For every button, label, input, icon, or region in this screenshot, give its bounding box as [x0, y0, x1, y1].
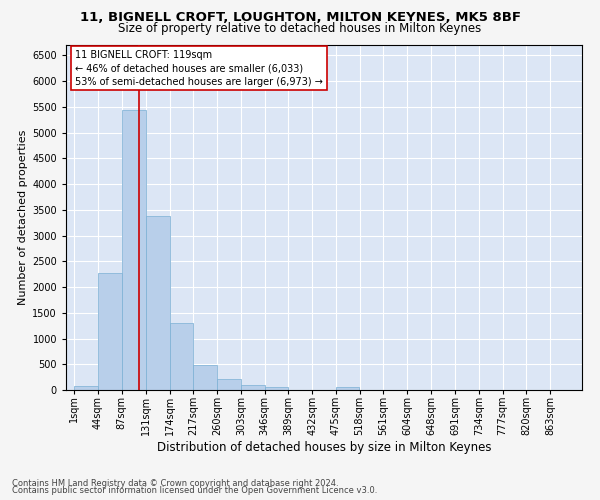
Text: Contains HM Land Registry data © Crown copyright and database right 2024.: Contains HM Land Registry data © Crown c…	[12, 478, 338, 488]
Bar	[241, 385, 265, 390]
Bar	[217, 379, 241, 390]
Text: 11 BIGNELL CROFT: 119sqm
← 46% of detached houses are smaller (6,033)
53% of sem: 11 BIGNELL CROFT: 119sqm ← 46% of detach…	[76, 50, 323, 86]
Text: Size of property relative to detached houses in Milton Keynes: Size of property relative to detached ho…	[118, 22, 482, 35]
Text: Contains public sector information licensed under the Open Government Licence v3: Contains public sector information licen…	[12, 486, 377, 495]
Bar	[170, 322, 193, 390]
Bar	[74, 386, 98, 390]
Text: 11, BIGNELL CROFT, LOUGHTON, MILTON KEYNES, MK5 8BF: 11, BIGNELL CROFT, LOUGHTON, MILTON KEYN…	[79, 11, 521, 24]
Bar	[146, 216, 170, 390]
Bar	[98, 272, 122, 390]
Bar	[336, 387, 359, 390]
Y-axis label: Number of detached properties: Number of detached properties	[18, 130, 28, 305]
Bar	[193, 366, 217, 390]
X-axis label: Distribution of detached houses by size in Milton Keynes: Distribution of detached houses by size …	[157, 440, 491, 454]
Bar	[122, 110, 146, 390]
Bar	[265, 387, 288, 390]
